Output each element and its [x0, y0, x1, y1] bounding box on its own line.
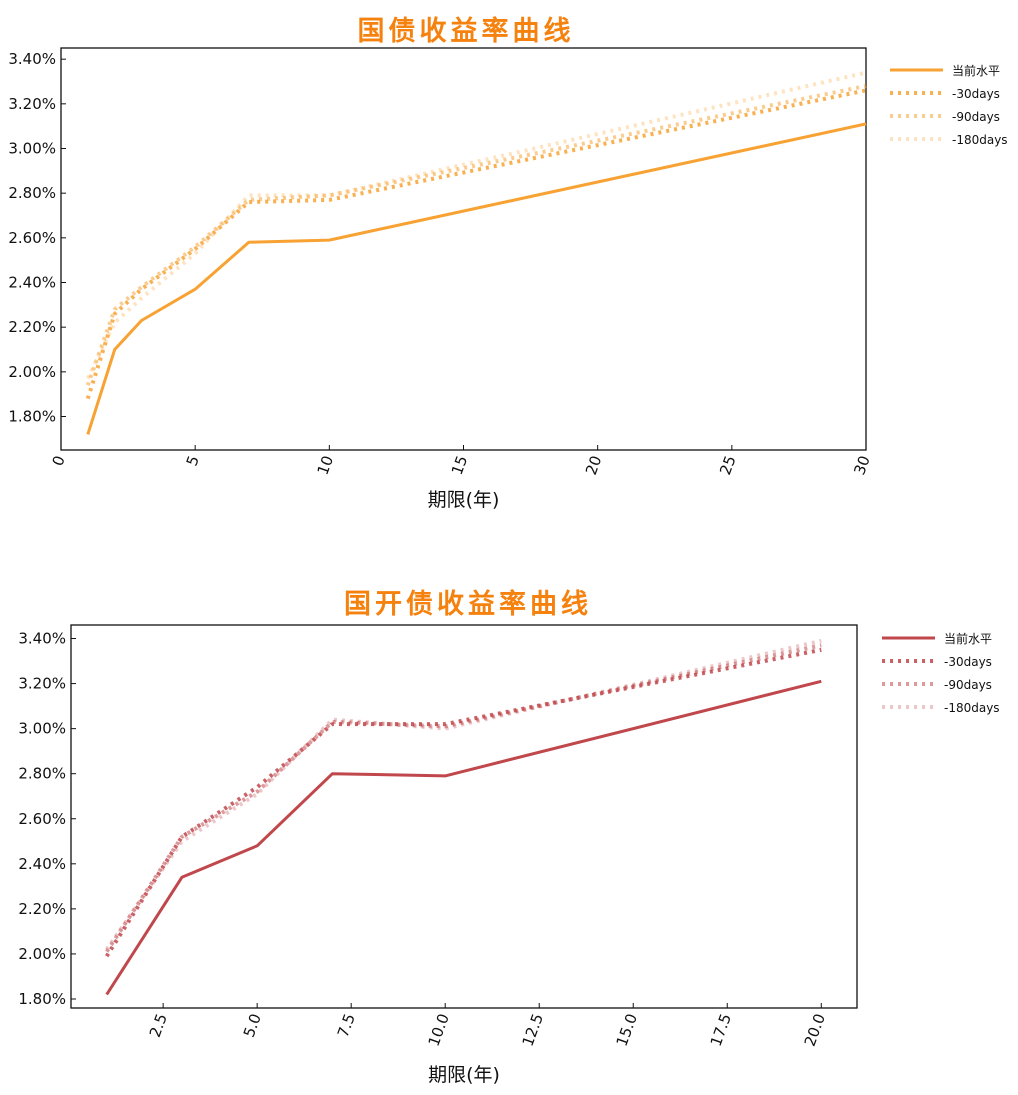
x-tick-label: 12.5	[519, 1011, 547, 1049]
x-tick-label: 2.5	[146, 1011, 171, 1040]
legend-label-2: -30days	[944, 655, 992, 669]
x-tick-label: 15	[448, 453, 471, 477]
y-tick-label: 2.40%	[18, 855, 66, 873]
y-tick-label: 1.80%	[8, 408, 56, 426]
y-tick-label: 3.40%	[18, 630, 66, 648]
series-line-2	[85, 88, 867, 400]
x-tick-label: 0	[49, 453, 69, 468]
y-tick-label: 2.00%	[18, 945, 66, 963]
plot-frame	[70, 624, 858, 1009]
chart-2: 国开债收益率曲线 1.80% 2.00% 2.20% 2.40% 2.60% 2.80% 3.…	[18, 588, 999, 1086]
x-tick-label: 15.0	[613, 1011, 641, 1049]
y-tick-label: 2.60%	[18, 810, 66, 828]
x-tick-label: 5.0	[240, 1011, 265, 1040]
legend: 当前水平 -30days -90days -180days	[882, 631, 1000, 715]
y-tick-label: 3.20%	[8, 95, 56, 113]
series-line-2	[105, 647, 822, 958]
y-tick-label: 2.20%	[18, 900, 66, 918]
y-tick-label: 3.00%	[8, 140, 56, 158]
y-tick-label: 3.00%	[18, 720, 66, 738]
legend-label-1: 当前水平	[944, 631, 992, 646]
legend-label-2: -30days	[952, 87, 1000, 101]
x-tick-label: 20	[582, 453, 605, 477]
legend-label-4: -180days	[952, 133, 1008, 147]
legend: 当前水平 -30days -90days -180days	[890, 63, 1008, 147]
chart-1: 国债收益率曲线 1.80% 2.00% 2.20% 2.40% 2.60% 2.80% 3.0…	[8, 15, 1007, 511]
chart-title: 国开债收益率曲线	[344, 588, 592, 620]
series-line-4	[85, 70, 867, 380]
legend-label-3: -90days	[952, 110, 1000, 124]
y-tick-label: 1.80%	[18, 990, 66, 1008]
x-tick-label: 25	[716, 453, 739, 477]
y-tick-label: 2.80%	[8, 184, 56, 202]
y-tick-label: 2.00%	[8, 363, 56, 381]
x-tick-label: 10.0	[425, 1011, 453, 1049]
y-tick-label: 2.80%	[18, 765, 66, 783]
chart-title: 国债收益率曲线	[358, 15, 575, 47]
series-line-3	[85, 84, 867, 386]
x-tick-label: 7.5	[334, 1011, 359, 1040]
y-tick-label: 2.60%	[8, 229, 56, 247]
series-line-3	[105, 643, 822, 953]
x-tick-label: 30	[850, 453, 873, 477]
legend-label-4: -180days	[944, 701, 1000, 715]
plot-frame	[60, 47, 867, 451]
x-tick-label: 5	[183, 453, 203, 468]
series-line-1	[105, 679, 822, 996]
x-axis-label: 期限(年)	[428, 489, 500, 511]
x-tick-label: 17.5	[707, 1011, 735, 1049]
y-tick-label: 2.20%	[8, 318, 56, 336]
x-axis-label: 期限(年)	[428, 1064, 500, 1086]
series-line-4	[105, 638, 822, 951]
x-tick-label: 10	[314, 453, 337, 477]
y-tick-label: 2.40%	[8, 274, 56, 292]
legend-label-3: -90days	[944, 678, 992, 692]
legend-label-1: 当前水平	[952, 63, 1000, 78]
series-line-1	[86, 122, 867, 435]
y-tick-label: 3.40%	[8, 50, 56, 68]
y-tick-label: 3.20%	[18, 675, 66, 693]
x-tick-label: 20.0	[801, 1011, 829, 1049]
